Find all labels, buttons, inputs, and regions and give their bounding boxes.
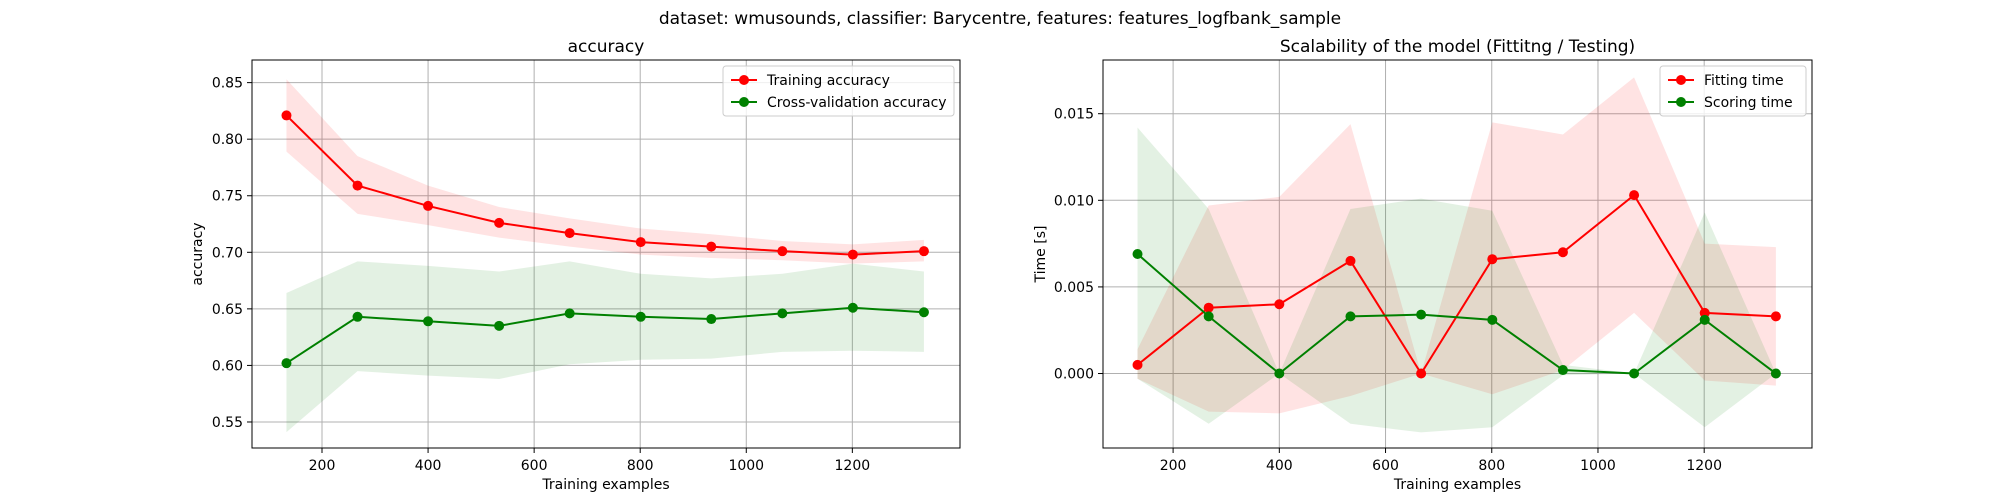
data-point xyxy=(494,217,505,228)
y-tick-label: 0.60 xyxy=(212,358,243,374)
data-point xyxy=(1770,311,1781,322)
data-point xyxy=(1132,249,1143,259)
data-point xyxy=(564,308,575,319)
data-point xyxy=(635,237,646,248)
y-tick-label: 0.65 xyxy=(212,302,243,318)
data-point xyxy=(1557,365,1568,376)
legend-label: Training accuracy xyxy=(766,73,890,89)
y-tick-label: 0.55 xyxy=(212,415,243,431)
plot-area xyxy=(1103,60,1812,448)
scalability-panel: 200 400 600 800 1000 1200 0.000 0.005 0.010 0.015… xyxy=(1033,37,1813,493)
data-point xyxy=(1274,368,1285,379)
x-tick-label: 800 xyxy=(1478,458,1505,474)
legend-swatch-marker xyxy=(1676,75,1686,85)
x-tick-label: 1200 xyxy=(1686,458,1722,474)
legend-swatch-marker xyxy=(739,75,749,85)
data-point xyxy=(1416,309,1427,320)
legend: Training accuracy Cross-validation accura… xyxy=(722,65,955,117)
data-point xyxy=(1699,314,1710,325)
data-point xyxy=(423,200,434,211)
y-tick-label: 0.015 xyxy=(1054,107,1094,123)
x-tick-label: 200 xyxy=(1160,458,1187,474)
data-point xyxy=(706,241,717,252)
series-band xyxy=(286,261,924,433)
data-point xyxy=(1629,368,1640,379)
x-axis-label: Training examples xyxy=(541,477,669,493)
y-tick-label: 0.85 xyxy=(212,76,243,92)
legend-label: Fitting time xyxy=(1704,73,1784,89)
x-tick-label: 1000 xyxy=(728,458,764,474)
y-tick-label: 0.005 xyxy=(1054,280,1094,296)
data-point xyxy=(777,308,788,319)
axes-frame xyxy=(1102,59,1813,449)
y-axis-label: accuracy xyxy=(190,222,206,285)
data-point xyxy=(1487,254,1498,265)
legend: Fitting time Scoring time xyxy=(1659,65,1807,117)
legend-box xyxy=(722,65,955,117)
data-point xyxy=(281,358,292,369)
data-point xyxy=(918,307,929,318)
data-point xyxy=(564,228,575,239)
data-point xyxy=(1629,190,1640,201)
y-axis-label: Time [s] xyxy=(1033,226,1049,284)
series-line xyxy=(285,114,924,256)
data-point xyxy=(918,246,929,257)
data-point xyxy=(281,110,292,121)
x-tick-label: 600 xyxy=(1372,458,1399,474)
data-point xyxy=(1203,311,1214,322)
legend-swatch-marker xyxy=(1676,97,1686,107)
legend-swatch-marker xyxy=(739,97,749,107)
data-point xyxy=(706,314,717,325)
y-tick-label: 0.75 xyxy=(212,189,243,205)
data-point xyxy=(494,320,505,331)
y-tick-label: 0.80 xyxy=(212,132,243,148)
legend-box xyxy=(1659,65,1807,117)
data-point xyxy=(423,316,434,327)
legend-label: Scoring time xyxy=(1704,95,1793,111)
series-band xyxy=(1137,127,1776,433)
y-tick-label: 0.70 xyxy=(212,245,243,261)
x-tick-label: 600 xyxy=(521,458,548,474)
data-point xyxy=(1203,302,1214,313)
x-axis-label: Training examples xyxy=(1393,477,1521,493)
x-tick-label: 400 xyxy=(1266,458,1293,474)
x-tick-label: 200 xyxy=(309,458,336,474)
plot-area xyxy=(252,60,960,448)
series-band xyxy=(1137,77,1776,414)
legend-label: Cross-validation accuracy xyxy=(767,95,947,111)
data-point xyxy=(847,249,858,260)
x-tick-label: 800 xyxy=(627,458,654,474)
axes-title: accuracy xyxy=(568,37,645,57)
y-tick-label: 0.010 xyxy=(1054,193,1094,209)
data-point xyxy=(1770,368,1781,379)
y-tick-label: 0.000 xyxy=(1054,367,1094,383)
axes-title: Scalability of the model (Fittitng / Tes… xyxy=(1280,37,1635,57)
figure-suptitle: dataset: wmusounds, classifier: Barycent… xyxy=(659,9,1341,29)
data-point xyxy=(1132,359,1143,370)
x-tick-label: 1200 xyxy=(835,458,871,474)
data-point xyxy=(777,246,788,257)
series-band xyxy=(286,79,924,264)
series-line xyxy=(1136,253,1777,375)
data-point xyxy=(1699,307,1710,318)
axes-frame xyxy=(251,59,961,449)
data-point xyxy=(1557,247,1568,258)
data-point xyxy=(1487,314,1498,325)
data-point xyxy=(847,302,858,313)
data-point xyxy=(1345,311,1356,322)
data-point xyxy=(1416,368,1427,379)
accuracy-panel: 200 400 600 800 1000 1200 0.55 0.60 0.65 0.70 0.75… xyxy=(190,37,961,493)
data-point xyxy=(352,311,363,322)
x-tick-label: 400 xyxy=(415,458,442,474)
data-point xyxy=(352,180,363,191)
x-tick-label: 1000 xyxy=(1580,458,1616,474)
data-point xyxy=(1274,299,1285,310)
data-point xyxy=(635,311,646,322)
series-line xyxy=(285,306,925,364)
data-point xyxy=(1345,255,1356,266)
